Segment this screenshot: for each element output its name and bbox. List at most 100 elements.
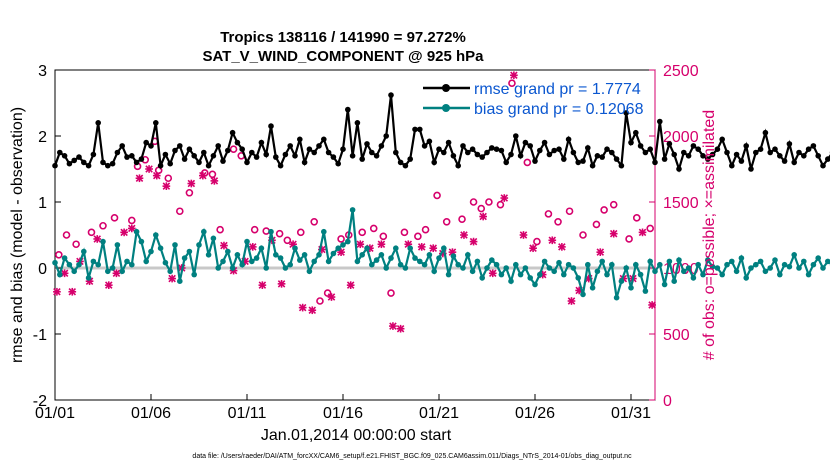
obs-possible-marker (433, 191, 441, 200)
series-point-bias (575, 275, 581, 281)
series-point-bias (796, 265, 802, 271)
series-point-bias (445, 271, 452, 278)
series-point-bias (642, 288, 649, 294)
series-point-rmse (292, 153, 298, 159)
x-tick-label: 01/06 (131, 405, 171, 422)
series-point-bias (484, 265, 490, 271)
series-point-bias (517, 271, 524, 278)
series-point-bias (685, 265, 692, 271)
series-point-rmse (421, 143, 428, 149)
series-point-rmse (642, 149, 649, 156)
series-point-rmse (493, 146, 500, 152)
series-point-bias (306, 268, 313, 275)
series-point-rmse (153, 120, 159, 126)
series-point-rmse (186, 146, 193, 152)
obs-assimilated-marker (258, 281, 267, 289)
series-point-bias (52, 259, 58, 266)
series-point-bias (772, 257, 778, 263)
series-point-rmse (455, 162, 462, 169)
series-point-bias (100, 238, 106, 245)
series-point-bias (623, 265, 629, 271)
series-point-bias (465, 252, 471, 258)
obs-assimilated-marker (479, 212, 487, 221)
series-point-bias (556, 259, 562, 266)
series-point-bias (599, 258, 605, 265)
series-point-bias (700, 271, 706, 278)
series-point-bias (479, 275, 486, 281)
series-point-rmse (709, 151, 716, 158)
series-point-rmse (397, 159, 404, 166)
series-point-rmse (354, 120, 361, 126)
series-point-rmse (513, 133, 519, 139)
series-point-bias (810, 261, 817, 268)
series-point-bias (292, 245, 298, 251)
series-point-rmse (599, 154, 605, 160)
y-axis-label-left: rmse and bias (model - observation) (9, 107, 26, 363)
series-point-bias (268, 228, 274, 235)
series-point-rmse (181, 156, 188, 162)
series-point-rmse (685, 153, 692, 159)
series-point-bias (820, 265, 826, 271)
series-point-bias (402, 265, 409, 271)
legend-rmse-marker (442, 84, 450, 92)
series-point-bias (541, 258, 548, 265)
series-point-rmse (623, 110, 629, 116)
legend: rmse grand pr = 1.7774 bias grand pr = 0… (423, 81, 644, 118)
obs-possible-marker (421, 225, 430, 234)
series-point-rmse (57, 149, 63, 156)
series-point-bias (546, 265, 553, 271)
series-point-bias (561, 271, 567, 278)
obs-possible-marker (216, 225, 224, 234)
series-point-rmse (201, 149, 207, 156)
obs-assimilated-marker (199, 171, 207, 180)
series-point-bias (676, 257, 682, 263)
series-point-bias (239, 261, 245, 268)
obs-assimilated-marker (460, 231, 468, 239)
obs-assimilated-marker (120, 228, 128, 237)
series-point-bias (114, 242, 121, 248)
series-point-rmse (66, 160, 73, 167)
obs-possible-marker (600, 206, 608, 214)
series-point-rmse (762, 129, 769, 136)
obs-possible-marker (533, 237, 541, 246)
series-point-rmse (412, 126, 418, 133)
series-point-rmse (676, 166, 682, 172)
series-point-rmse (61, 153, 68, 159)
series-point-rmse (345, 106, 351, 113)
obs-assimilated-marker (346, 281, 355, 289)
series-point-rmse (748, 166, 754, 172)
series-point-rmse (628, 139, 634, 146)
x-tick-label: 01/16 (323, 405, 363, 422)
series-point-rmse (196, 159, 202, 166)
series-point-bias (71, 268, 77, 275)
series-point-bias (791, 252, 797, 258)
obs-possible-marker (632, 214, 641, 222)
series-point-bias (407, 245, 414, 251)
series-point-bias (748, 265, 754, 271)
series-point-bias (628, 285, 634, 291)
obs-possible-marker (579, 231, 587, 239)
series-point-bias (421, 261, 428, 268)
series-point-bias (210, 235, 217, 242)
series-point-bias (287, 261, 294, 268)
series-point-bias (455, 261, 462, 268)
series-point-bias (105, 268, 111, 275)
series-point-bias (364, 245, 370, 251)
series-point-rmse (724, 149, 730, 156)
y-tick-label-left: -2 (33, 393, 47, 410)
x-tick-label: 01/21 (419, 405, 459, 422)
obs-possible-marker (400, 228, 409, 237)
obs-assimilated-marker (68, 287, 77, 296)
series-point-bias (743, 275, 749, 281)
series-point-rmse (273, 154, 279, 160)
legend-bias-label: bias grand pr = 0.12068 (474, 101, 644, 118)
obs-assimilated-marker (104, 281, 113, 289)
obs-assimilated-marker (529, 244, 537, 253)
series-point-rmse (537, 147, 543, 154)
series-point-rmse (810, 143, 817, 149)
series-point-bias (90, 258, 97, 265)
series-point-bias (234, 252, 241, 258)
series-point-rmse (460, 143, 466, 149)
series-point-bias (565, 261, 572, 268)
